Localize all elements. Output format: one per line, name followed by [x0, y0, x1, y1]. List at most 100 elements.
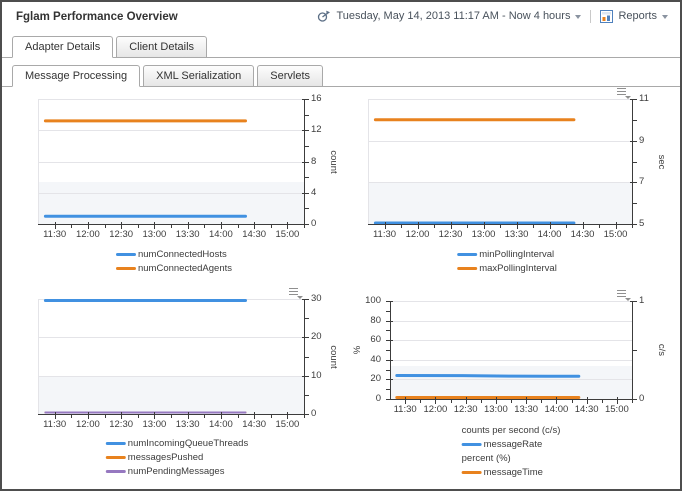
primary-tab-bar: Adapter Details Client Details: [12, 36, 208, 58]
time-range-caret-icon[interactable]: [575, 15, 582, 19]
x-tick-major: [154, 222, 156, 229]
y-tick-label: 0: [311, 408, 317, 419]
y-tick-label: 60: [370, 334, 381, 346]
y-tick-major: [302, 192, 309, 194]
y-tick-major: [630, 182, 637, 184]
secondary-tab-divider: [2, 86, 680, 87]
x-tick-minor: [204, 414, 206, 418]
y-tick-minor: [632, 119, 637, 121]
x-tick-label: 14:00: [208, 419, 233, 430]
y-tick-major: [302, 224, 309, 225]
legend-label: messagesPushed: [127, 451, 204, 463]
y-tick-label: 40: [370, 353, 381, 365]
y-tick-major: [302, 414, 309, 415]
x-tick-minor: [533, 224, 534, 228]
tab-adapter-details[interactable]: Adapter Details: [12, 36, 114, 58]
y-tick-label: 80: [370, 314, 381, 326]
y-tick-label: 4: [311, 186, 317, 198]
x-tick-major: [483, 222, 485, 229]
reports-button[interactable]: Reports: [618, 10, 657, 22]
plot-left-border: [38, 99, 39, 224]
chart-plot: [395, 374, 581, 399]
x-tick-major: [254, 412, 256, 419]
x-tick-label: 14:00: [544, 404, 569, 415]
y-tick-minor: [304, 356, 309, 358]
x-tick-label: 14:30: [242, 419, 267, 430]
x-tick-major: [121, 412, 123, 419]
chart-options-icon[interactable]: [289, 286, 303, 299]
x-tick-major: [54, 222, 56, 229]
x-tick-minor: [237, 224, 239, 228]
y-tick-minor: [386, 310, 391, 312]
x-tick-label: 14:00: [208, 229, 233, 240]
gridline: [38, 161, 304, 163]
y-axis-unit: sec: [656, 154, 667, 169]
x-tick-label: 14:30: [570, 229, 595, 240]
x-tick-major: [495, 397, 497, 404]
time-range-label[interactable]: Tuesday, May 14, 2013 11:17 AM - Now 4 h…: [336, 10, 571, 22]
y-tick-label: 0: [375, 393, 381, 404]
gridline: [368, 140, 632, 142]
chart-options-icon[interactable]: [617, 288, 631, 301]
x-tick-major: [516, 222, 518, 229]
tab-message-processing[interactable]: Message Processing: [12, 65, 141, 87]
y-tick-major: [630, 99, 637, 100]
x-tick-major: [187, 222, 189, 229]
tab-xml-serialization[interactable]: XML Serialization: [143, 65, 255, 87]
secondary-tab-bar: Message Processing XML Serialization Ser…: [12, 65, 324, 87]
x-tick-major: [556, 397, 558, 404]
x-tick-major: [549, 222, 551, 229]
y-tick-label: 11: [639, 93, 649, 104]
x-tick-major: [154, 412, 156, 419]
x-tick-minor: [270, 224, 272, 228]
x-tick-minor: [137, 224, 139, 228]
x-tick-minor: [104, 224, 106, 228]
legend-item: numPendingMessages: [105, 464, 248, 478]
x-tick-major: [615, 222, 617, 229]
y-tick-major: [630, 140, 637, 142]
x-tick-major: [220, 222, 222, 229]
tab-servlets[interactable]: Servlets: [257, 65, 324, 87]
x-tick-minor: [137, 414, 139, 418]
chart-options-icon[interactable]: [617, 86, 631, 99]
x-tick-label: 11:30: [372, 229, 397, 240]
legend-item: counts per second (c/s): [462, 423, 561, 437]
x-tick-major: [220, 412, 222, 419]
y-tick-minor: [304, 177, 309, 179]
y-tick-label: 0: [311, 218, 317, 229]
gridline: [38, 375, 304, 377]
y-tick-major: [386, 379, 393, 381]
chart-plot: [43, 119, 247, 218]
y-tick-label: 5: [639, 218, 645, 229]
legend-item: messagesPushed: [105, 450, 248, 464]
y-tick-major: [302, 99, 309, 100]
y-tick-label: 7: [639, 176, 645, 188]
gridline: [390, 301, 632, 302]
tab-client-details[interactable]: Client Details: [116, 36, 208, 58]
legend-swatch: [461, 442, 482, 446]
legend-item: messageRate: [461, 437, 561, 451]
y-tick-label: 8: [311, 155, 317, 167]
x-tick-minor: [601, 399, 603, 403]
legend-label: messageTime: [483, 466, 543, 478]
legend-swatch: [105, 441, 126, 445]
x-tick-major: [586, 397, 588, 404]
legend-swatch: [457, 266, 478, 270]
x-tick-minor: [467, 224, 468, 228]
legend-label: numConnectedAgents: [137, 262, 233, 274]
x-tick-major: [582, 222, 584, 229]
chart-legend: numIncomingQueueThreads messagesPushed num…: [105, 436, 248, 478]
reports-caret-icon[interactable]: [662, 15, 668, 19]
legend-swatch: [457, 252, 478, 256]
x-tick-major: [87, 222, 89, 229]
x-tick-minor: [71, 414, 73, 418]
legend-swatch: [115, 252, 136, 256]
gridline: [390, 320, 632, 322]
y-tick-minor: [386, 389, 391, 391]
chart-legend: minPollingInterval maxPollingInterval: [457, 247, 557, 275]
y-tick-label: 16: [311, 93, 322, 104]
legend-label: counts per second (c/s): [461, 424, 561, 436]
x-tick-label: 12:00: [405, 229, 430, 240]
